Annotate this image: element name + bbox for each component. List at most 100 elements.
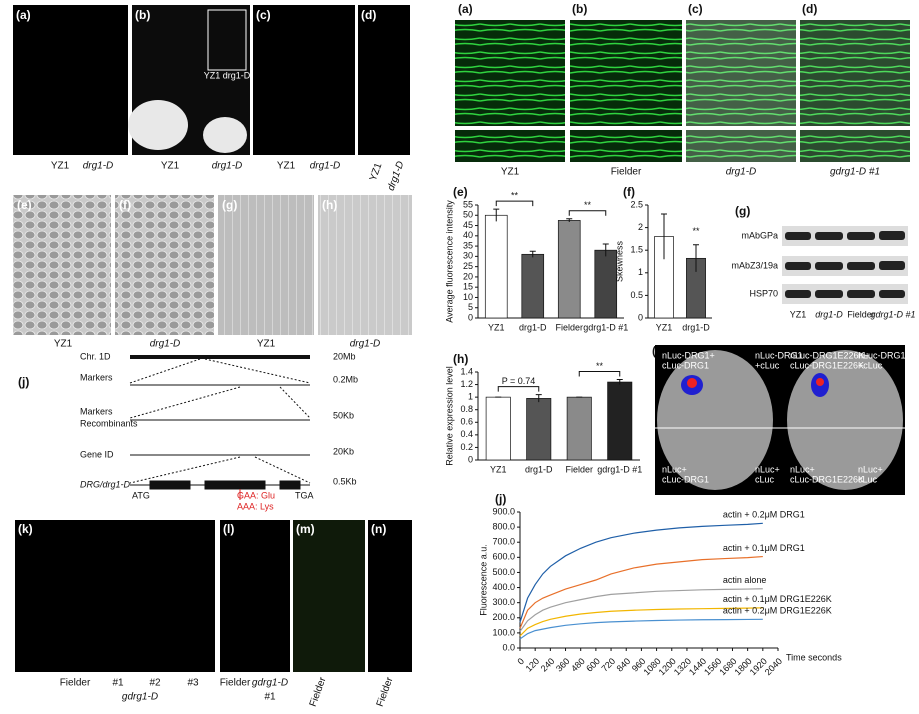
y-tick-label: 300.0 (492, 597, 515, 607)
row-label: Recombinants (80, 418, 138, 428)
annotation: P = 0.74 (502, 376, 536, 386)
y-tick-label: 0.0 (502, 642, 515, 652)
y-tick-label: 0.5 (630, 290, 643, 300)
y-tick-label: 0 (468, 454, 473, 464)
caption: #1 (264, 692, 276, 703)
quadrant-label: cLuc-DRG1 (662, 474, 709, 484)
micrograph (455, 20, 565, 126)
caption: drg1-D (726, 167, 757, 178)
band (785, 232, 811, 240)
caption: #3 (187, 678, 199, 689)
genetic-map (129, 355, 311, 500)
row-label: Markers (80, 406, 113, 416)
caption: YZ1 (51, 161, 70, 172)
caption: Fielder (60, 678, 91, 689)
row-label: DRG/drg1-D (80, 479, 131, 489)
plant-photos-bottom: (k) (l) (m) (n) Fielder #1 #2 #3 gdrg1-D… (15, 520, 412, 708)
x-tick-label: YZ1 (488, 322, 505, 332)
panel-label: (c) (688, 2, 703, 16)
photo (253, 5, 355, 155)
panel-label: (j) (495, 492, 506, 506)
caption: gdrg1-D (122, 692, 158, 703)
y-tick-label: 0.2 (460, 442, 473, 452)
y-axis-label: Fluorescence a.u. (478, 544, 488, 616)
caption: gdrg1-D #1 (830, 167, 880, 178)
caption: drg1-D (310, 161, 341, 172)
micrographs: (a) (b) (c) (d) YZ1 Fielder drg1-D gdrg1… (455, 2, 910, 178)
x-tick-label: 480 (569, 656, 587, 674)
y-tick-label: 1.4 (460, 366, 473, 376)
x-tick-label: 720 (599, 656, 617, 674)
caption: drg1-D (350, 339, 381, 350)
y-tick-label: 700.0 (492, 537, 515, 547)
genetic-map-text: (j) Chr. 1D Markers Markers Recombinants… (18, 351, 358, 511)
blot-strip (782, 226, 908, 246)
y-tick-label: 1 (468, 392, 473, 402)
mutation: GAA: Glu (237, 490, 275, 500)
panel-label: (f) (119, 198, 131, 212)
panel-label: (h) (453, 352, 468, 366)
lane-label: gdrg1-D #1 (870, 309, 915, 319)
error-bar (566, 218, 573, 223)
panel-label: (d) (802, 2, 817, 16)
error-bar (693, 244, 699, 272)
photo (293, 520, 365, 672)
y-tick-label: 25 (463, 261, 473, 271)
y-tick-label: 5 (468, 302, 473, 312)
caption: YZ1 (257, 339, 276, 350)
panel-label: (g) (222, 198, 237, 212)
line (519, 555, 763, 629)
line (519, 522, 763, 623)
caption: YZ1 (501, 167, 520, 178)
x-tick-label: gdrg1-D #1 (583, 322, 628, 332)
y-tick-label: 45 (463, 220, 473, 230)
y-tick-label: 20 (463, 271, 473, 281)
panel-label: (b) (135, 8, 150, 22)
y-tick-label: 100.0 (492, 627, 515, 637)
y-tick-label: 0 (468, 312, 473, 322)
panel-label: (e) (17, 198, 32, 212)
x-tick-label: Fielder (565, 464, 593, 474)
y-tick-label: 15 (463, 282, 473, 292)
sem (318, 195, 412, 335)
y-tick-label: 40 (463, 230, 473, 240)
x-tick-label: drg1-D (519, 322, 547, 332)
panel-label: (f) (623, 185, 635, 199)
quadrant-label: nLuc-DRG1+ (662, 350, 715, 360)
quadrant-label: cLuc-DRG1 (662, 360, 709, 370)
y-axis-label: Average fluorescence intensity (444, 200, 454, 323)
series-label: actin + 0.1μM DRG1E226K (723, 594, 832, 604)
series-label: actin + 0.2μM DRG1 (723, 510, 805, 520)
plant-photos: (a) (b) (c) (d) YZ1 drg1-D YZ1 drg1-D YZ… (13, 5, 410, 192)
quadrant-label: cLuc (755, 474, 775, 484)
caption: #2 (149, 678, 161, 689)
band (847, 262, 875, 270)
bar (485, 396, 511, 461)
lane-label: YZ1 (790, 309, 807, 319)
y-tick-label: 1 (638, 267, 643, 277)
panel-label: (b) (572, 2, 587, 16)
y-tick-label: 35 (463, 240, 473, 250)
quadrant-label: cLuc-DRG1E226K (790, 360, 864, 370)
exon (279, 480, 301, 490)
caption: Fielder (308, 675, 329, 708)
photo (368, 520, 412, 672)
x-tick-label: 120 (524, 656, 542, 674)
blot-row-label: mAbGPa (741, 230, 778, 240)
y-axis-label: Relative expression level (444, 366, 454, 466)
codon: TGA (295, 490, 314, 500)
micrograph (455, 130, 565, 162)
y-tick-label: 10 (463, 292, 473, 302)
error-bar (616, 379, 623, 385)
quadrant-label: nLuc+ (755, 464, 780, 474)
x-tick-label: 840 (615, 656, 633, 674)
error-bar (535, 394, 542, 403)
quadrant-label: nLuc+ (662, 464, 687, 474)
x-tick-label: drg1-D (525, 464, 553, 474)
y-axis-label: Skewness (614, 240, 624, 282)
band (815, 232, 843, 240)
bar (521, 253, 545, 319)
micrograph (800, 130, 910, 162)
bar (526, 398, 552, 461)
